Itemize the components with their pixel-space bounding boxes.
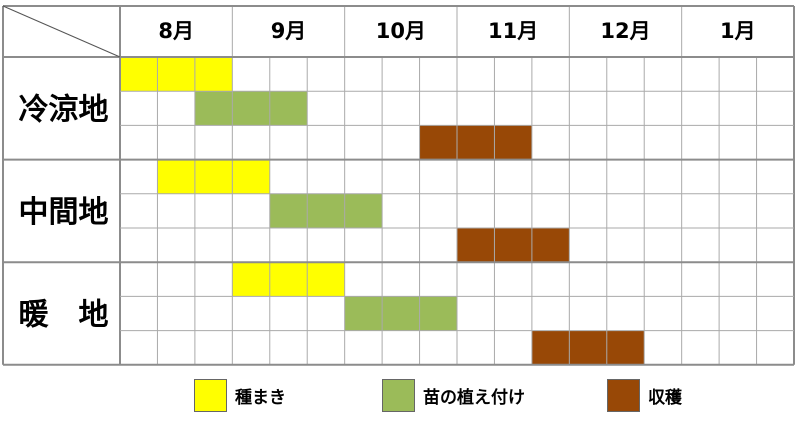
region-label: 冷涼地 (19, 92, 109, 127)
bar-harvest-cell (457, 125, 495, 160)
month-label: 12月 (600, 19, 650, 43)
bar-sowing-cell (307, 262, 345, 297)
header-diagonal (2, 5, 121, 58)
bar-planting-cell (194, 91, 233, 126)
bar-harvest-cell (569, 330, 607, 365)
legend-label-sowing: 種まき (235, 387, 286, 408)
region-label: 暖 地 (19, 298, 109, 333)
bar-harvest-cell (457, 228, 495, 263)
bar-sowing-cell (269, 262, 308, 297)
bar-planting-cell (269, 91, 308, 126)
bar-sowing-cell (120, 57, 158, 92)
legend-item-sowing: 種まき (194, 377, 286, 413)
bar-planting-cell (344, 193, 383, 228)
bar-planting-cell (382, 296, 420, 331)
bar-planting-cell (269, 193, 308, 228)
legend-swatch-harvest (607, 378, 640, 412)
bar-planting-cell (307, 193, 345, 228)
region-label: 中間地 (19, 195, 109, 230)
bar-sowing-cell (157, 159, 195, 194)
month-label: 11月 (488, 19, 538, 43)
bar-harvest-cell (531, 330, 570, 365)
month-label: 10月 (376, 19, 426, 43)
bar-harvest-cell (494, 228, 532, 263)
month-label: 9月 (271, 19, 307, 43)
legend-item-harvest: 収穫 (607, 377, 682, 413)
bar-harvest-cell (531, 228, 570, 263)
legend-swatch-sowing (194, 378, 227, 412)
bar-sowing-cell (194, 159, 233, 194)
month-label: 8月 (158, 19, 194, 43)
bar-planting-cell (344, 296, 383, 331)
legend: 種まき 苗の植え付け 収穫 (0, 374, 800, 416)
bar-sowing-cell (232, 262, 270, 297)
bar-harvest-cell (494, 125, 532, 160)
legend-swatch-planting (382, 378, 415, 412)
bar-sowing-cell (232, 159, 270, 194)
bar-harvest-cell (606, 330, 645, 365)
legend-label-planting: 苗の植え付け (423, 387, 525, 408)
bar-harvest-cell (419, 125, 457, 160)
bar-planting-cell (232, 91, 270, 126)
bar-sowing-cell (194, 57, 233, 92)
legend-item-planting: 苗の植え付け (382, 377, 525, 413)
bar-sowing-cell (157, 57, 195, 92)
bar-planting-cell (419, 296, 457, 331)
month-label: 1月 (720, 19, 756, 43)
legend-label-harvest: 収穫 (648, 387, 682, 408)
